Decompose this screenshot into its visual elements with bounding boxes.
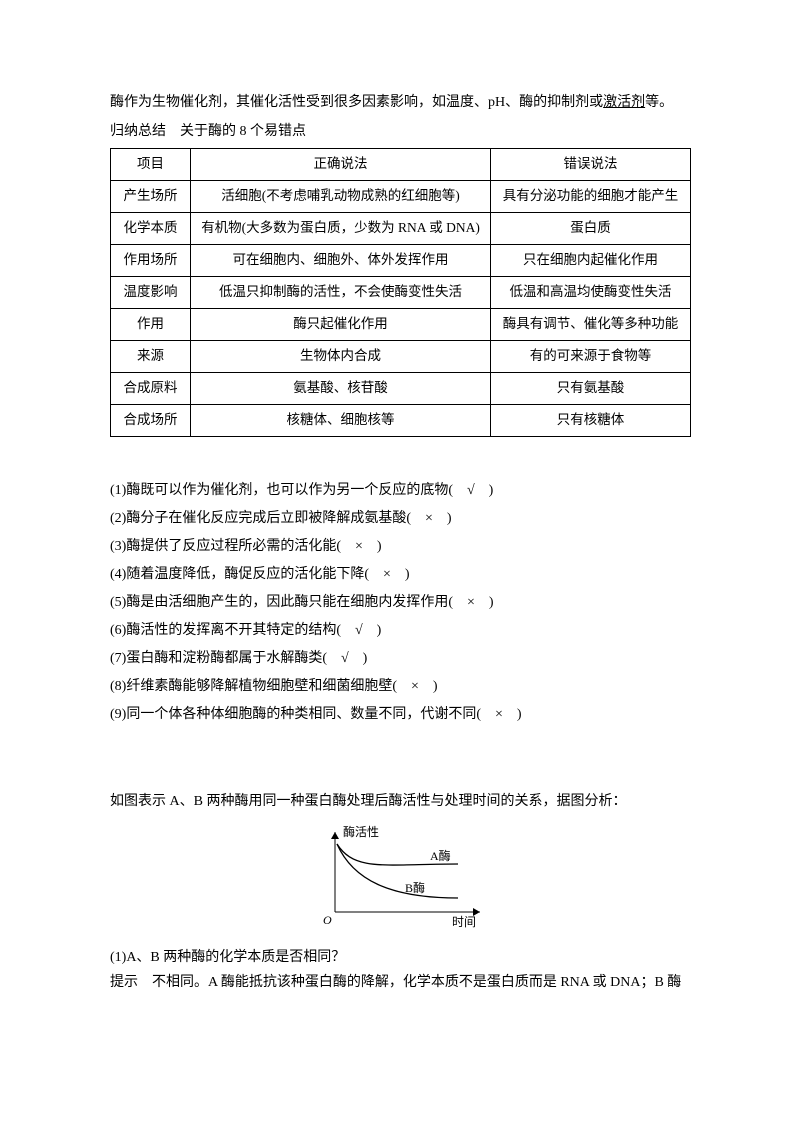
table-cell: 作用场所 [111, 245, 191, 277]
list-item: (4)随着温度降低，酶促反应的活化能下降( × ) [110, 561, 690, 589]
svg-text:A酶: A酶 [430, 848, 451, 863]
list-item: (9)同一个体各种体细胞酶的种类相同、数量不同，代谢不同( × ) [110, 701, 690, 729]
table-cell: 活细胞(不考虑哺乳动物成熟的红细胞等) [191, 181, 491, 213]
table-row: 作用场所可在细胞内、细胞外、体外发挥作用只在细胞内起催化作用 [111, 245, 691, 277]
list-item: (2)酶分子在催化反应完成后立即被降解成氨基酸( × ) [110, 505, 690, 533]
table-cell: 化学本质 [111, 213, 191, 245]
enzyme-table: 项目正确说法错误说法产生场所活细胞(不考虑哺乳动物成熟的红细胞等)具有分泌功能的… [110, 148, 691, 436]
table-cell: 有的可来源于食物等 [491, 341, 691, 373]
table-cell: 可在细胞内、细胞外、体外发挥作用 [191, 245, 491, 277]
table-cell: 只有氨基酸 [491, 372, 691, 404]
svg-text:B酶: B酶 [405, 880, 425, 895]
svg-text:酶活性: 酶活性 [343, 824, 379, 839]
list-item: (6)酶活性的发挥离不开其特定的结构( √ ) [110, 617, 690, 645]
table-cell: 酶只起催化作用 [191, 309, 491, 341]
table-cell: 生物体内合成 [191, 341, 491, 373]
table-row: 合成场所核糖体、细胞核等只有核糖体 [111, 404, 691, 436]
svg-text:时间: 时间 [452, 915, 476, 929]
table-cell: 核糖体、细胞核等 [191, 404, 491, 436]
table-cell: 具有分泌功能的细胞才能产生 [491, 181, 691, 213]
table-cell: 合成场所 [111, 404, 191, 436]
table-cell: 只有核糖体 [491, 404, 691, 436]
table-cell: 酶具有调节、催化等多种功能 [491, 309, 691, 341]
table-header-cell: 项目 [111, 149, 191, 181]
table-header-cell: 正确说法 [191, 149, 491, 181]
list-item: (8)纤维素酶能够降解植物细胞壁和细菌细胞壁( × ) [110, 673, 690, 701]
table-row: 合成原料氨基酸、核苷酸只有氨基酸 [111, 372, 691, 404]
graph-q1: (1)A、B 两种酶的化学本质是否相同？ [110, 945, 690, 970]
table-cell: 氨基酸、核苷酸 [191, 372, 491, 404]
list-item: (1)酶既可以作为催化剂，也可以作为另一个反应的底物( √ ) [110, 477, 690, 505]
table-row: 来源生物体内合成有的可来源于食物等 [111, 341, 691, 373]
intro-text-a: 酶作为生物催化剂，其催化活性受到很多因素影响，如温度、pH、酶的抑制剂或 [110, 95, 603, 110]
intro-paragraph: 酶作为生物催化剂，其催化活性受到很多因素影响，如温度、pH、酶的抑制剂或激活剂等… [110, 90, 690, 115]
table-cell: 作用 [111, 309, 191, 341]
table-row: 化学本质有机物(大多数为蛋白质，少数为 RNA 或 DNA)蛋白质 [111, 213, 691, 245]
list-item: (7)蛋白酶和淀粉酶都属于水解酶类( √ ) [110, 645, 690, 673]
table-cell: 来源 [111, 341, 191, 373]
table-cell: 蛋白质 [491, 213, 691, 245]
table-row: 产生场所活细胞(不考虑哺乳动物成熟的红细胞等)具有分泌功能的细胞才能产生 [111, 181, 691, 213]
intro-underline: 激活剂 [603, 95, 645, 110]
list-item: (5)酶是由活细胞产生的，因此酶只能在细胞内发挥作用( × ) [110, 589, 690, 617]
table-row: 作用酶只起催化作用酶具有调节、催化等多种功能 [111, 309, 691, 341]
list-item: (3)酶提供了反应过程所必需的活化能( × ) [110, 533, 690, 561]
graph-hint: 提示 不相同。A 酶能抵抗该种蛋白酶的降解，化学本质不是蛋白质而是 RNA 或 … [110, 970, 690, 995]
summary-title: 归纳总结 关于酶的 8 个易错点 [110, 119, 690, 144]
svg-text:O: O [323, 913, 332, 927]
intro-text-b: 等。 [645, 95, 673, 110]
table-cell: 低温只抑制酶的活性，不会使酶变性失活 [191, 277, 491, 309]
graph-prompt: 如图表示 A、B 两种酶用同一种蛋白酶处理后酶活性与处理时间的关系，据图分析： [110, 789, 690, 814]
graph-figure: 酶活性时间 O A酶 B酶 [110, 820, 690, 939]
table-cell: 温度影响 [111, 277, 191, 309]
true-false-list: (1)酶既可以作为催化剂，也可以作为另一个反应的底物( √ )(2)酶分子在催化… [110, 477, 690, 729]
table-cell: 只在细胞内起催化作用 [491, 245, 691, 277]
table-cell: 有机物(大多数为蛋白质，少数为 RNA 或 DNA) [191, 213, 491, 245]
table-cell: 合成原料 [111, 372, 191, 404]
table-cell: 低温和高温均使酶变性失活 [491, 277, 691, 309]
table-row: 温度影响低温只抑制酶的活性，不会使酶变性失活低温和高温均使酶变性失活 [111, 277, 691, 309]
table-cell: 产生场所 [111, 181, 191, 213]
table-header-cell: 错误说法 [491, 149, 691, 181]
